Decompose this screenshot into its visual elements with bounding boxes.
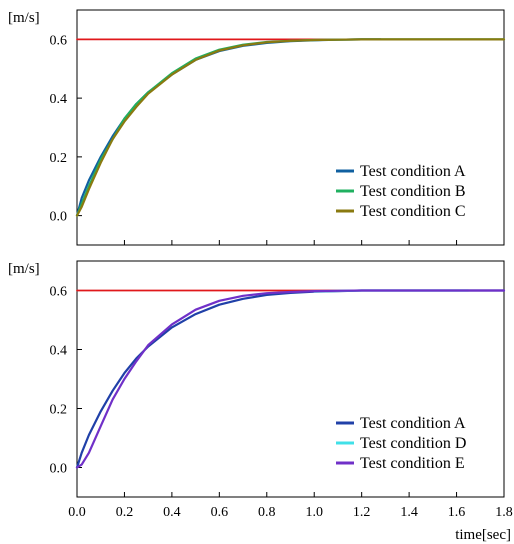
- x-axis-label: time[sec]: [455, 527, 511, 543]
- legend-entry: Test condition B: [360, 183, 466, 200]
- y-axis-label: [m/s]: [8, 261, 40, 277]
- x-tick-label: 0.8: [258, 505, 276, 520]
- series-line-test-condition-a: [75, 38, 382, 217]
- y-tick-label: 0.2: [50, 403, 68, 418]
- x-tick-label: 0.0: [68, 505, 86, 520]
- x-tick-label: 1.2: [353, 505, 371, 520]
- legend-entry: Test condition D: [360, 435, 466, 452]
- x-tick-label: 1.0: [305, 505, 323, 520]
- y-axis-label: [m/s]: [8, 10, 40, 26]
- y-tick-label: 0.4: [50, 92, 68, 107]
- legend-entry: Test condition A: [360, 415, 466, 432]
- y-tick-label: 0.4: [50, 344, 68, 359]
- plot-frame: [76, 260, 505, 498]
- x-tick-label: 1.8: [495, 505, 513, 520]
- x-tick-label: 1.4: [400, 505, 418, 520]
- x-tick-label: 0.4: [163, 505, 181, 520]
- series-line-test-condition-c: [75, 38, 506, 217]
- y-tick-label: 0.6: [50, 285, 68, 300]
- x-tick-label: 1.6: [448, 505, 466, 520]
- legend-entry: Test condition C: [360, 203, 466, 220]
- y-tick-label: 0.2: [50, 151, 68, 166]
- series-line-test-condition-e: [75, 289, 506, 469]
- x-tick-label: 0.2: [116, 505, 134, 520]
- top-panel: 0.0 0.2 0.4 0.6 [m/s] Test condition A Test co…: [8, 9, 506, 246]
- y-tick-label: 0.0: [50, 462, 68, 477]
- y-tick-label: 0.6: [50, 33, 68, 48]
- plot-frame: [76, 9, 505, 246]
- legend-entry: Test condition A: [360, 163, 466, 180]
- y-tick-label: 0.0: [50, 210, 68, 225]
- x-tick-label: 0.6: [211, 505, 229, 520]
- bottom-panel: 0.0 0.2 0.4 0.6 0.0 0.2 0.4 0.6 0.8 1.0 1.2 1.4 1.6 1…: [8, 260, 513, 543]
- legend-entry: Test condition E: [360, 455, 465, 472]
